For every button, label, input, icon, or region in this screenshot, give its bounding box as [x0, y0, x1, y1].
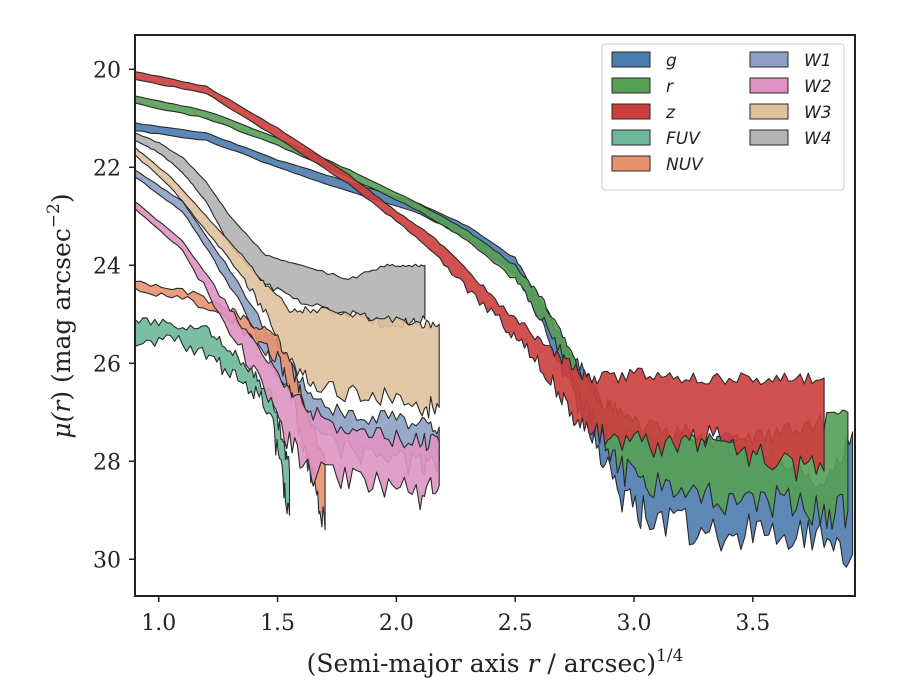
x-axis-label: (Semi-major axis r / arcsec)1/4: [307, 646, 684, 678]
series-band-z: [135, 71, 825, 482]
y-tick-label: 26: [93, 352, 121, 377]
y-tick-label: 24: [93, 254, 121, 279]
legend: grz FUV NUV W1 W2 W3 W4: [601, 43, 845, 191]
legend-label-w4: W4: [804, 129, 832, 149]
y-axis-label: μ(r) (mag arcsec−2): [44, 193, 76, 438]
series-band-w2: [135, 201, 440, 511]
legend-label-nuv: NUV: [666, 155, 704, 175]
legend-swatch-w4: [749, 129, 789, 146]
y-tick-label: 22: [93, 156, 121, 181]
y-tick-label: 28: [93, 450, 121, 475]
series-band-w4: [135, 132, 426, 329]
legend-label-z: z: [665, 103, 676, 123]
x-tick-label: 3.5: [735, 611, 770, 636]
legend-swatch-g: [611, 51, 651, 68]
x-tick-label: 1.5: [260, 611, 295, 636]
legend-swatch-w2: [749, 77, 789, 94]
legend-label-w3: W3: [804, 103, 832, 123]
legend-swatch-w3: [749, 103, 789, 120]
legend-label-w1: W1: [804, 51, 832, 71]
y-tick-label: 20: [93, 58, 121, 83]
series-layer: [135, 71, 854, 568]
legend-label-w2: W2: [804, 77, 832, 97]
x-tick-label: 2.0: [379, 611, 414, 636]
series-band-r: [135, 95, 849, 530]
legend-swatch-z: [611, 103, 651, 120]
x-tick-label: 3.0: [617, 611, 652, 636]
x-tick-label: 2.5: [498, 611, 533, 636]
legend-swatch-nuv: [611, 155, 651, 172]
legend-label-fuv: FUV: [666, 129, 701, 149]
legend-swatch-r: [611, 77, 651, 94]
plot-frame: [134, 34, 856, 597]
series-band-w3: [135, 146, 440, 419]
x-axis: 1.0 1.5 2.0 2.5 3.0 3.5: [141, 596, 770, 636]
x-tick-label: 1.0: [141, 611, 176, 636]
legend-label-g: g: [666, 51, 677, 71]
y-tick-label: 30: [93, 548, 121, 573]
legend-swatch-w1: [749, 51, 789, 68]
legend-swatch-fuv: [611, 129, 651, 146]
y-axis: 20 22 24 26 28 30: [93, 58, 135, 573]
legend-label-r: r: [666, 77, 674, 97]
